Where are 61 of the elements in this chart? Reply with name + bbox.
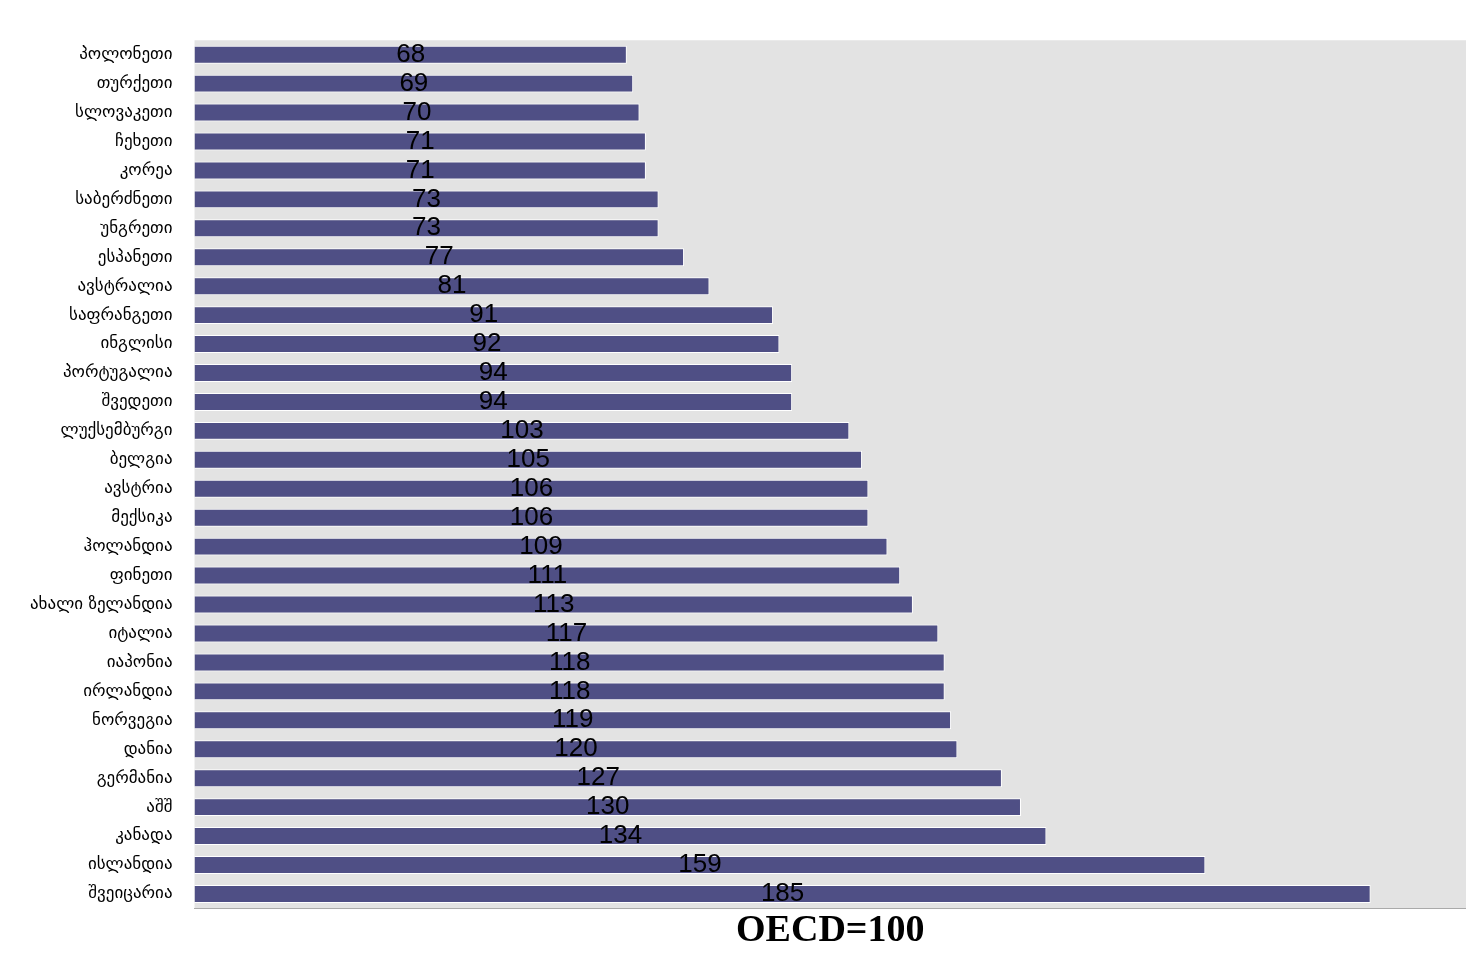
data-label: 103: [500, 414, 544, 445]
y-tick-label: ინგლისი: [100, 332, 173, 353]
y-tick-label: ბელგია: [109, 448, 173, 469]
y-tick-label: კანადა: [115, 824, 173, 845]
y-tick-label: აშშ: [146, 795, 173, 816]
data-label: 71: [405, 153, 435, 184]
y-tick-label: ახალი ზელანდია: [29, 592, 173, 613]
data-label: 119: [552, 703, 594, 734]
data-label: 73: [412, 211, 442, 242]
y-tick-label: ავსტრალია: [77, 274, 173, 295]
data-label: 73: [412, 182, 442, 213]
data-label: 71: [405, 124, 435, 155]
y-tick-label: საბერძნეთი: [75, 187, 173, 208]
y-tick-label: ირლანდია: [83, 679, 173, 700]
y-tick-label: იტალია: [108, 621, 173, 642]
data-label: 106: [509, 500, 554, 531]
data-label: 106: [509, 471, 554, 502]
y-tick-label: ლუქსემბურგი: [60, 419, 173, 440]
data-label: 120: [554, 732, 598, 763]
data-label: 159: [678, 848, 722, 879]
y-tick-label: უნგრეთი: [100, 216, 173, 237]
y-tick-label: იაპონია: [106, 650, 173, 671]
data-label: 127: [576, 761, 620, 792]
y-tick-label: მექსიკა: [111, 506, 173, 527]
data-label: 94: [478, 385, 508, 416]
y-tick-label: პორტუგალია: [62, 361, 173, 382]
data-label: 185: [760, 877, 805, 908]
data-label: 118: [548, 645, 591, 676]
data-label: 134: [598, 819, 643, 850]
x-axis-title: OECD=100: [736, 907, 925, 950]
data-label: 92: [472, 327, 502, 358]
y-tick-label: ჰოლანდია: [83, 535, 173, 556]
data-label: 130: [586, 790, 630, 821]
data-label: 109: [519, 529, 563, 560]
y-tick-label: ნორვეგია: [92, 708, 173, 729]
data-label: 91: [469, 298, 499, 329]
y-tick-label: ისლანდია: [87, 853, 173, 874]
y-tick-label: დანია: [123, 737, 173, 758]
data-label: 81: [437, 269, 467, 300]
y-tick-label: ავსტრია: [104, 477, 173, 498]
y-tick-label: გერმანია: [96, 766, 173, 787]
y-tick-label: შვედეთი: [101, 390, 173, 411]
y-tick-label: ესპანეთი: [97, 245, 173, 266]
data-label: 118: [548, 674, 591, 705]
data-label: 69: [399, 66, 429, 97]
y-tick-label: შვეიცარია: [88, 882, 173, 903]
data-label: 94: [478, 356, 508, 387]
y-tick-label: ფინეთი: [109, 564, 173, 585]
y-tick-label: თურქეთი: [96, 72, 173, 93]
data-label: 111: [527, 558, 568, 589]
data-label: 117: [545, 616, 588, 647]
y-tick-label: პოლონეთი: [79, 43, 173, 64]
y-tick-label: სლოვაკეთი: [75, 100, 173, 121]
data-label: 68: [396, 37, 426, 68]
data-label: 77: [424, 240, 454, 271]
data-label: 113: [533, 587, 575, 618]
y-tick-label: საფრანგეთი: [69, 303, 173, 324]
y-tick-label: ჩეხეთი: [115, 129, 173, 150]
data-label: 70: [402, 95, 432, 126]
y-tick-label: კორეა: [119, 158, 173, 179]
data-label: 105: [506, 443, 550, 473]
